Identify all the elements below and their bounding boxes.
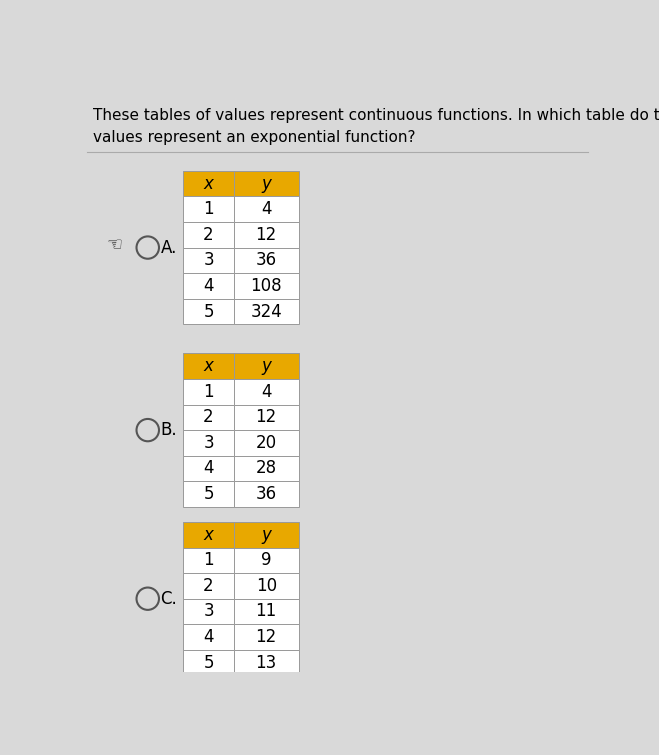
Bar (183, 405, 233, 430)
Bar (183, 379, 233, 405)
Text: 10: 10 (256, 577, 277, 595)
Text: 2: 2 (203, 577, 214, 595)
Text: 1: 1 (203, 200, 214, 218)
Text: A.: A. (161, 239, 177, 257)
Bar (183, 522, 233, 547)
Bar (233, 273, 299, 299)
Bar (183, 299, 233, 325)
Text: 9: 9 (261, 551, 272, 569)
Text: 4: 4 (203, 460, 214, 477)
Text: ☜: ☜ (107, 236, 123, 254)
Text: 5: 5 (203, 485, 214, 503)
Bar (183, 456, 233, 481)
Text: 5: 5 (203, 303, 214, 321)
Text: 2: 2 (203, 408, 214, 427)
Text: 2: 2 (203, 226, 214, 244)
Text: 36: 36 (256, 251, 277, 270)
Text: C.: C. (161, 590, 177, 608)
Text: x: x (204, 357, 214, 375)
Text: 4: 4 (203, 628, 214, 646)
Bar (183, 273, 233, 299)
Bar (183, 171, 233, 196)
Bar (183, 222, 233, 248)
Text: 1: 1 (203, 551, 214, 569)
Text: 12: 12 (256, 408, 277, 427)
Text: 12: 12 (256, 226, 277, 244)
Bar (233, 547, 299, 573)
Text: x: x (204, 525, 214, 544)
Text: 3: 3 (203, 434, 214, 452)
Text: 3: 3 (203, 251, 214, 270)
Text: 13: 13 (256, 654, 277, 672)
Bar (233, 456, 299, 481)
Text: 1: 1 (203, 383, 214, 401)
Bar (233, 430, 299, 456)
Bar (183, 547, 233, 573)
Bar (233, 599, 299, 624)
Text: 108: 108 (250, 277, 282, 295)
Text: 5: 5 (203, 654, 214, 672)
Text: These tables of values represent continuous functions. In which table do the: These tables of values represent continu… (92, 108, 659, 123)
Bar (183, 196, 233, 222)
Text: 324: 324 (250, 303, 282, 321)
Bar (183, 624, 233, 650)
Bar (183, 481, 233, 507)
Text: 28: 28 (256, 460, 277, 477)
Bar (183, 573, 233, 599)
Bar (233, 222, 299, 248)
Text: B.: B. (161, 421, 177, 439)
Bar (233, 573, 299, 599)
Text: x: x (204, 174, 214, 193)
Text: values represent an exponential function?: values represent an exponential function… (92, 130, 415, 145)
Bar (233, 196, 299, 222)
Text: 11: 11 (256, 602, 277, 621)
Bar (233, 248, 299, 273)
Bar (233, 171, 299, 196)
Text: 4: 4 (203, 277, 214, 295)
Text: y: y (262, 357, 271, 375)
Bar (233, 379, 299, 405)
Bar (233, 650, 299, 676)
Bar (233, 299, 299, 325)
Text: 4: 4 (261, 200, 272, 218)
Bar (233, 522, 299, 547)
Bar (233, 481, 299, 507)
Bar (183, 650, 233, 676)
Text: 20: 20 (256, 434, 277, 452)
Bar (183, 430, 233, 456)
Text: 36: 36 (256, 485, 277, 503)
Bar (183, 353, 233, 379)
Bar (183, 248, 233, 273)
Bar (233, 624, 299, 650)
Bar (233, 405, 299, 430)
Text: y: y (262, 525, 271, 544)
Bar (183, 599, 233, 624)
Bar (233, 353, 299, 379)
Text: y: y (262, 174, 271, 193)
Text: 12: 12 (256, 628, 277, 646)
Text: 4: 4 (261, 383, 272, 401)
Text: 3: 3 (203, 602, 214, 621)
